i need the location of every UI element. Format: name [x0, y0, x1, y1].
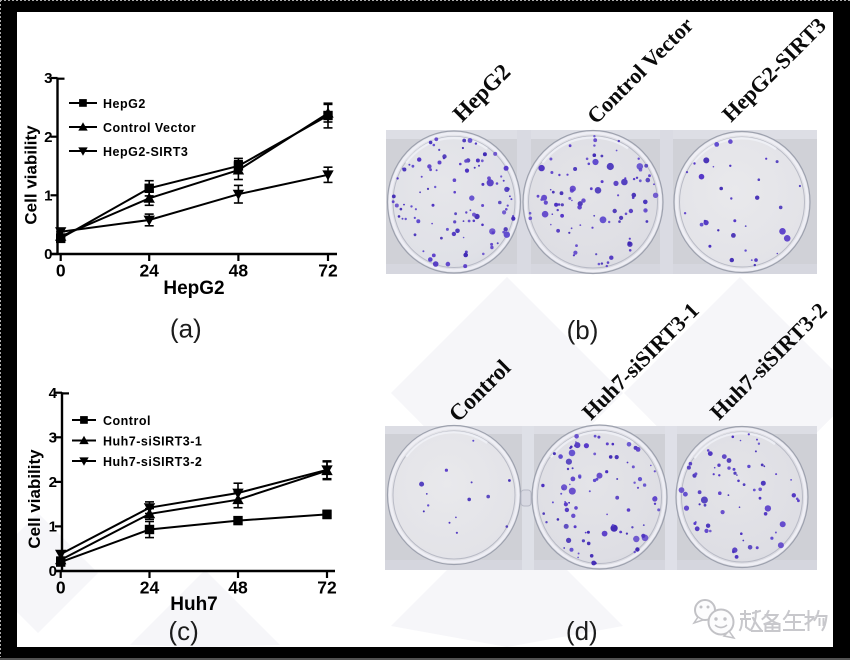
svg-text:1: 1 [49, 519, 57, 536]
svg-text:Control: Control [103, 414, 151, 428]
svg-text:HepG2-SIRT3: HepG2-SIRT3 [103, 145, 188, 159]
svg-text:2: 2 [49, 474, 57, 491]
svg-text:48: 48 [228, 578, 248, 598]
svg-text:3: 3 [49, 430, 57, 447]
svg-text:24: 24 [140, 578, 160, 598]
svg-text:48: 48 [229, 261, 249, 281]
svg-text:(b): (b) [567, 315, 599, 345]
svg-text:0: 0 [49, 563, 57, 580]
svg-text:HepG2: HepG2 [448, 59, 515, 126]
svg-text:Huh7-siSIRT3-2: Huh7-siSIRT3-2 [103, 455, 202, 469]
svg-text:24: 24 [139, 261, 159, 281]
svg-text:0: 0 [56, 578, 66, 598]
svg-text:72: 72 [318, 261, 338, 281]
svg-text:Control Vector: Control Vector [103, 121, 196, 135]
svg-text:2: 2 [44, 129, 52, 146]
svg-text:1: 1 [44, 188, 52, 205]
svg-text:Control Vector: Control Vector [582, 12, 698, 128]
svg-text:HepG2-SIRT3: HepG2-SIRT3 [717, 13, 831, 127]
svg-text:72: 72 [317, 578, 337, 598]
svg-text:4: 4 [49, 385, 58, 402]
svg-text:Cell viability: Cell viability [25, 449, 44, 549]
svg-text:(c): (c) [168, 616, 198, 646]
svg-text:0: 0 [44, 246, 52, 263]
svg-text:0: 0 [56, 261, 66, 281]
svg-text:Cell viability: Cell viability [22, 125, 41, 225]
svg-text:3: 3 [44, 70, 52, 87]
svg-text:(d): (d) [566, 616, 598, 646]
svg-text:HepG2: HepG2 [103, 97, 146, 111]
svg-text:Huh7-siSIRT3-1: Huh7-siSIRT3-1 [103, 434, 202, 448]
svg-text:(a): (a) [170, 314, 202, 344]
svg-text:Huh7: Huh7 [170, 594, 218, 615]
svg-text:HepG2: HepG2 [163, 278, 224, 299]
